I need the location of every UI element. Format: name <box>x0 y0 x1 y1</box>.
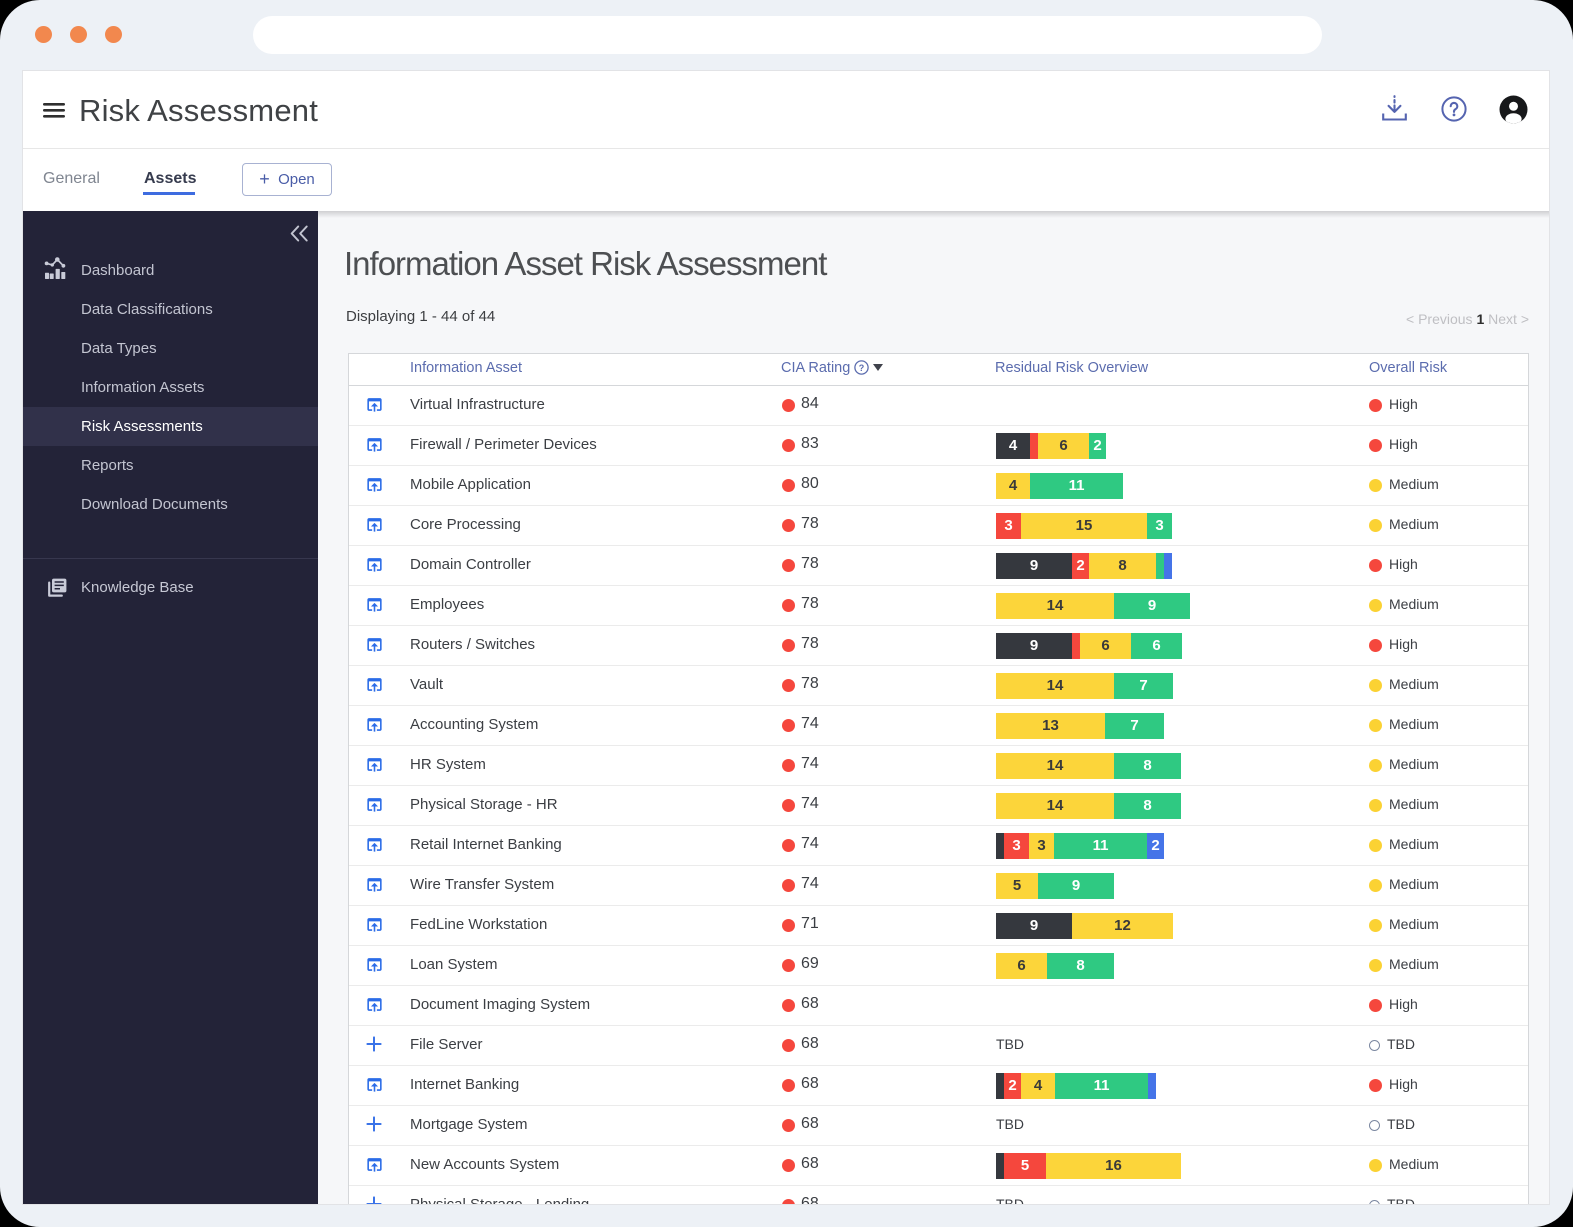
svg-text:?: ? <box>859 363 865 373</box>
